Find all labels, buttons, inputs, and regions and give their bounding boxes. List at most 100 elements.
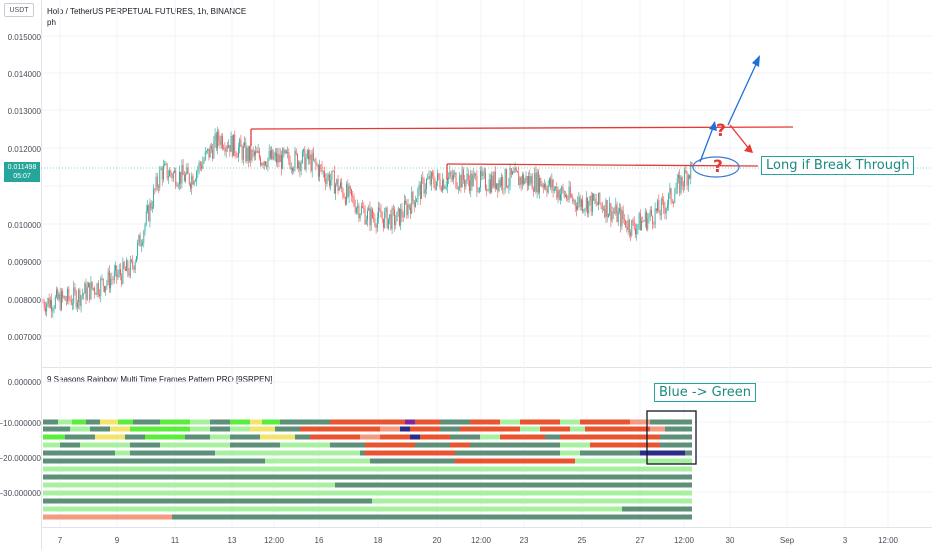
candle-body (625, 220, 627, 227)
pane-separator[interactable] (41, 367, 932, 368)
candle-body (117, 274, 119, 278)
breakout-callout[interactable]: Long if Break Through (761, 156, 915, 175)
candle-body (671, 201, 673, 203)
candle-body (217, 131, 218, 149)
candle-body (417, 189, 419, 200)
candle-body (75, 291, 77, 308)
candle-body (487, 190, 489, 192)
arrow-up-long-head (752, 55, 760, 67)
candle-body (132, 261, 134, 267)
candle-body (371, 209, 373, 218)
candle-body (135, 256, 137, 262)
rainbow-segment (600, 419, 630, 425)
color-shift-callout[interactable]: Blue -> Green (654, 383, 756, 402)
rainbow-segment (43, 474, 692, 480)
rainbow-segment (365, 450, 455, 456)
candle-body (530, 176, 532, 184)
candle-body (550, 178, 552, 188)
candle-body (553, 188, 555, 191)
candle-body (529, 176, 531, 184)
rainbow-segment (215, 450, 360, 456)
candle-body (405, 200, 407, 204)
candle-body (561, 186, 563, 195)
candle-body (589, 196, 591, 201)
candle-body (485, 172, 486, 190)
candle-body (453, 174, 454, 180)
candle-body (427, 178, 429, 180)
rainbow-segment (230, 426, 250, 432)
candle-body (542, 184, 544, 188)
candle-body (416, 199, 418, 203)
candle-body (99, 294, 100, 296)
price-tick: 0.012000 (7, 145, 41, 154)
candle-body (256, 151, 258, 153)
candle-body (478, 187, 480, 192)
rainbow-segment (600, 434, 640, 440)
candle-body (577, 202, 579, 210)
rainbow-segment (160, 419, 190, 425)
rainbow-segment (300, 419, 330, 425)
candle-body (617, 211, 619, 222)
candle-body (70, 299, 72, 305)
candle-body (186, 167, 188, 175)
candle-body (580, 199, 582, 207)
candle-body (469, 180, 470, 192)
rainbow-segment (130, 426, 150, 432)
candle-body (408, 204, 410, 208)
rainbow-segment (43, 498, 372, 504)
currency-unit-button[interactable]: USDT (4, 3, 34, 17)
rainbow-segment (640, 450, 685, 456)
candle-body (269, 150, 271, 159)
time-axis[interactable] (41, 527, 932, 551)
candle-body (140, 244, 142, 247)
rainbow-segment (150, 426, 190, 432)
candle-body (428, 175, 430, 179)
candle-body (100, 278, 102, 296)
resistance-lower-line[interactable] (446, 163, 759, 167)
price-tick: 0.010000 (7, 221, 41, 230)
candle-body (598, 193, 600, 206)
rainbow-segment (440, 426, 460, 432)
candle-body (134, 261, 136, 270)
candle-body (255, 151, 257, 156)
resistance-upper-line[interactable] (250, 126, 794, 130)
candle-body (419, 184, 421, 199)
rainbow-segment (520, 426, 540, 432)
candle-body (552, 179, 554, 191)
candle-body (234, 134, 236, 153)
candle-body (277, 153, 279, 163)
candle-body (330, 180, 332, 186)
candlestick-series (42, 126, 693, 318)
rainbow-segment (370, 419, 405, 425)
candle-body (391, 208, 393, 230)
candle-body (563, 190, 565, 197)
candle-body (289, 160, 291, 169)
price-tick: 0.009000 (7, 258, 41, 267)
candle-body (357, 205, 359, 209)
candle-body (504, 169, 506, 190)
candle-body (233, 134, 234, 156)
candle-body (531, 176, 533, 190)
candle-body (448, 177, 450, 180)
candle-body (101, 278, 103, 280)
candle-body (454, 172, 456, 175)
rainbow-segment (500, 419, 520, 425)
candle-body (653, 223, 655, 225)
candle-body (687, 175, 689, 186)
candle-body (69, 299, 71, 300)
candle-body (381, 217, 383, 219)
candle-body (139, 235, 141, 247)
candle-body (129, 259, 131, 276)
rainbow-segment (450, 434, 480, 440)
candle-body (133, 266, 135, 270)
rainbow-segment (250, 426, 275, 432)
candle-body (676, 178, 678, 189)
candle-body (651, 209, 652, 216)
candle-body (294, 150, 296, 169)
candle-body (300, 162, 302, 171)
color-shift-box[interactable] (646, 410, 697, 465)
candle-body (342, 188, 344, 197)
breakout-highlight-ellipse[interactable] (692, 156, 740, 178)
candle-body (686, 173, 688, 186)
